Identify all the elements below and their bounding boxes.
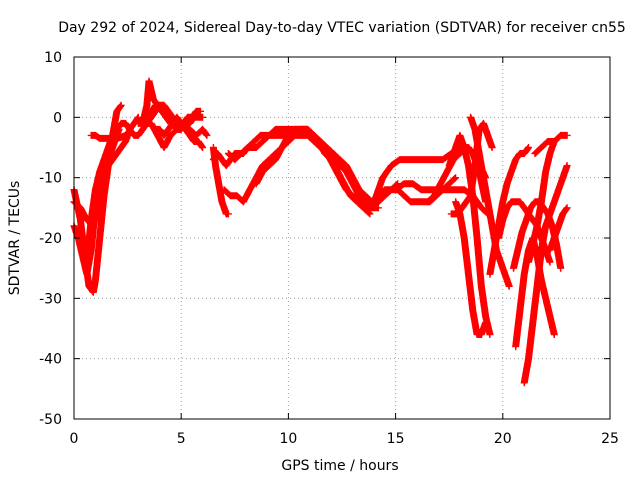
series-track-27 [525, 138, 558, 266]
y-tick-label: 10 [44, 50, 62, 66]
series-track-29 [546, 204, 571, 254]
y-tick-label: -40 [39, 352, 62, 368]
series-markers [452, 198, 490, 338]
series-track-9 [152, 113, 207, 151]
y-tick-label: -10 [39, 171, 62, 187]
series-markers [520, 162, 571, 387]
y-tick-label: -50 [39, 412, 62, 428]
series-markers [531, 131, 571, 157]
series-track-5 [87, 131, 134, 142]
y-axis-label: SDTVAR / TECUs [7, 181, 23, 296]
series-track-28 [531, 131, 571, 157]
series-track-26 [520, 162, 571, 387]
data-marks [70, 77, 571, 387]
x-axis-label: GPS time / hours [281, 458, 398, 474]
x-tick-label: 5 [177, 431, 186, 447]
y-tick-labels: -50 -40 -30 -20 -10 0 10 [39, 50, 62, 428]
x-tick-label: 20 [494, 431, 512, 447]
x-tick-label: 25 [601, 431, 619, 447]
series-markers [87, 131, 134, 142]
series-track-20 [452, 198, 490, 338]
series-markers [525, 138, 558, 266]
y-tick-label: -20 [39, 231, 62, 247]
y-tick-label: -30 [39, 291, 62, 307]
y-tick-label: 0 [53, 110, 62, 126]
x-tick-label: 0 [70, 431, 79, 447]
chart-title: Day 292 of 2024, Sidereal Day-to-day VTE… [58, 20, 626, 36]
x-tick-label: 10 [279, 431, 297, 447]
series-markers [546, 204, 571, 254]
x-tick-labels: 0 5 10 15 20 25 [70, 431, 619, 447]
series-track-19 [445, 131, 494, 338]
series-markers [445, 131, 494, 338]
series-markers [152, 113, 207, 151]
x-tick-label: 15 [387, 431, 405, 447]
axis-ticks [73, 56, 611, 420]
